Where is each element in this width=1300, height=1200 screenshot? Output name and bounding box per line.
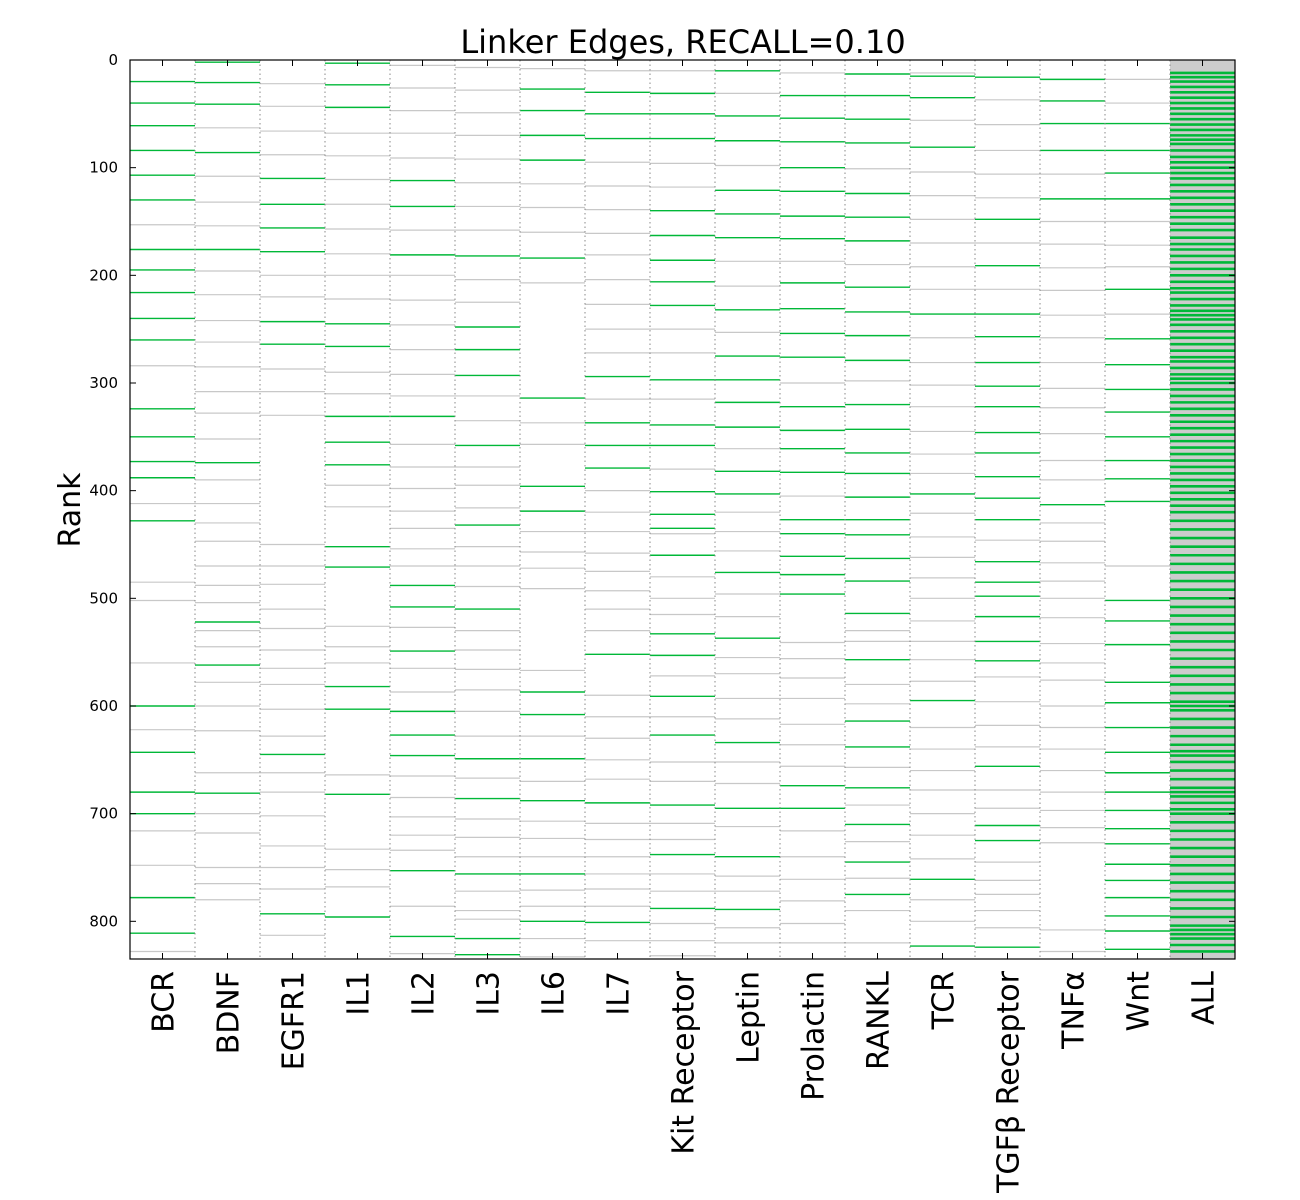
x-tick-label-rankl: RANKL: [862, 971, 897, 1070]
x-tick-label-leptin: Leptin: [732, 971, 767, 1064]
y-tick-label: 400: [89, 482, 118, 500]
chart-title: Linker Edges, RECALL=0.10: [460, 23, 905, 61]
x-axis-ticks: BCR BDNF EGFR1 IL1 IL2 IL3 IL6 IL7 Kit Receptor L…: [147, 60, 1222, 1194]
x-tick-label-wnt: Wnt: [1122, 971, 1157, 1032]
x-tick-label-il1: IL1: [342, 971, 377, 1016]
y-tick-label: 300: [89, 374, 118, 392]
all-column-background: [1170, 60, 1235, 959]
y-tick-label: 600: [89, 697, 118, 715]
y-tick-label: 100: [89, 159, 118, 177]
x-tick-label-il7: IL7: [602, 971, 637, 1016]
y-tick-label: 200: [89, 266, 118, 284]
x-tick-label-il3: IL3: [472, 971, 507, 1016]
plot-area: [130, 60, 1235, 960]
y-tick-label: 800: [89, 912, 118, 930]
y-axis-label: Rank: [53, 472, 88, 548]
plot-frame: [129, 59, 1236, 960]
x-tick-label-tcr: TCR: [927, 971, 962, 1030]
y-tick-label: 0: [108, 51, 118, 69]
x-tick-label-prolactin: Prolactin: [797, 971, 832, 1101]
y-tick-label: 700: [89, 805, 118, 823]
x-tick-label-egfr1: EGFR1: [277, 971, 312, 1070]
x-tick-label-tgf-receptor: TGFβ Receptor: [992, 970, 1027, 1194]
x-tick-label-bdnf: BDNF: [212, 971, 247, 1054]
y-tick-label: 500: [89, 589, 118, 607]
y-axis-ticks: 0 100 200 300 400 500 600 700 800: [89, 51, 1235, 930]
x-tick-label-kit-receptor: Kit Receptor: [667, 970, 702, 1154]
x-tick-label-il2: IL2: [407, 971, 442, 1016]
x-tick-label-bcr: BCR: [147, 971, 182, 1033]
x-tick-label-tnf: TNFα: [1057, 971, 1092, 1050]
x-tick-label-all: ALL: [1187, 971, 1222, 1025]
x-tick-label-il6: IL6: [537, 971, 572, 1016]
